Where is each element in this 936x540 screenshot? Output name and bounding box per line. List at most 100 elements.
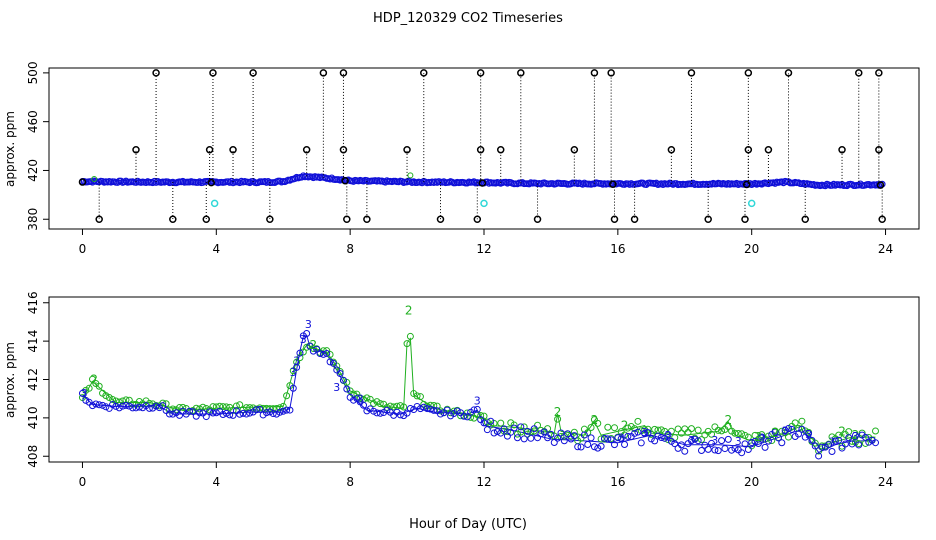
bottom-series-3-point bbox=[396, 411, 404, 419]
top-outlier-high bbox=[420, 69, 428, 77]
bottom-series-3-point bbox=[547, 430, 555, 438]
bottom-series-3-point bbox=[296, 349, 304, 357]
bottom-series-2-point bbox=[711, 423, 719, 431]
bottom-series-3-point bbox=[845, 434, 853, 442]
bottom-series-3-point bbox=[293, 363, 301, 371]
bottom-series-2-point bbox=[390, 403, 398, 411]
bottom-series-3-point bbox=[92, 400, 100, 408]
top-outlier-mid bbox=[403, 145, 411, 154]
top-x-tick-label: 8 bbox=[346, 242, 354, 256]
bottom-series-3-point bbox=[580, 431, 588, 439]
top-outlier-high bbox=[209, 69, 217, 77]
bottom-series-3-symbol: 3 bbox=[81, 387, 88, 400]
bottom-series-3-point bbox=[637, 439, 645, 447]
bottom-series-3-point bbox=[196, 409, 204, 417]
bottom-series-3-point bbox=[500, 425, 508, 433]
bottom-series-2-symbol: 2 bbox=[591, 413, 599, 427]
top-axis-ticks: 0 4 8 12 16 20 24 380 420 460 500 bbox=[26, 61, 893, 256]
bottom-series-3-point bbox=[460, 412, 468, 420]
bottom-series-2-point bbox=[229, 406, 237, 414]
bottom-series-2-point bbox=[450, 407, 458, 415]
top-outlier-high bbox=[517, 69, 525, 77]
top-outlier-low bbox=[266, 215, 274, 223]
bottom-series-3-point bbox=[383, 406, 391, 414]
bottom-series-2-point bbox=[835, 431, 843, 439]
bottom-series-3-point bbox=[283, 406, 291, 414]
bottom-series-3-point bbox=[621, 440, 629, 448]
bottom-series-3-symbol: 3 bbox=[829, 435, 836, 448]
bottom-series-2-point bbox=[554, 415, 562, 423]
bottom-series-2-point bbox=[162, 400, 170, 408]
bottom-series-3-point bbox=[530, 425, 538, 433]
bottom-series-3-point bbox=[176, 411, 183, 419]
bottom-series-2-point bbox=[413, 392, 421, 400]
bottom-series-3-point bbox=[560, 437, 568, 445]
bottom-series-2-point bbox=[510, 421, 518, 429]
top-outlier-low bbox=[630, 215, 639, 223]
bottom-series-3-point bbox=[687, 437, 695, 445]
bottom-series-2-point bbox=[473, 411, 481, 419]
bottom-series-3-point bbox=[570, 432, 578, 440]
bottom-series-3-point bbox=[206, 408, 214, 416]
bottom-series-2-point bbox=[336, 368, 344, 376]
bottom-series-3-point bbox=[276, 408, 284, 416]
bottom-series-2-point bbox=[165, 406, 173, 414]
bottom-series-3-point bbox=[657, 434, 665, 442]
bottom-x-tick-label: 24 bbox=[878, 475, 893, 489]
bottom-series-3-point bbox=[487, 417, 495, 425]
bottom-series-3-point bbox=[517, 423, 525, 431]
bottom-series-3-point bbox=[584, 440, 592, 448]
bottom-series-3-point bbox=[694, 437, 702, 445]
top-outlier-mid bbox=[875, 145, 883, 154]
top-outlier-high bbox=[319, 69, 328, 77]
bottom-series-3-point bbox=[674, 444, 682, 452]
top-x-tick-label: 12 bbox=[476, 242, 491, 256]
top-outlier-mid bbox=[132, 145, 140, 154]
bottom-series-2-point bbox=[293, 358, 301, 366]
bottom-series-3-point bbox=[761, 443, 769, 451]
bottom-series-2-point bbox=[179, 403, 187, 411]
bottom-series-3-point bbox=[437, 410, 444, 418]
bottom-series-3-symbol: 3 bbox=[665, 429, 672, 442]
top-x-tick-label: 20 bbox=[744, 242, 759, 256]
bottom-series-3-point bbox=[865, 438, 873, 446]
bottom-series-2-point bbox=[580, 425, 588, 433]
bottom-series-3-point bbox=[473, 405, 481, 413]
bottom-series-2-point bbox=[89, 375, 96, 383]
bottom-series-2-symbol: 2 bbox=[838, 424, 846, 438]
top-x-tick-label: 0 bbox=[79, 242, 87, 256]
bottom-series-2-point bbox=[400, 403, 408, 411]
bottom-series-3-point bbox=[350, 396, 357, 404]
bottom-series-3-point bbox=[771, 428, 779, 436]
top-green-point bbox=[91, 175, 98, 182]
bottom-series-2-point bbox=[611, 424, 618, 432]
bottom-series-3-point bbox=[587, 434, 595, 442]
top-data-marks bbox=[78, 69, 886, 223]
bottom-series-3-point bbox=[825, 441, 833, 449]
bottom-series-2-symbol: 2 bbox=[755, 430, 763, 444]
bottom-series-2-point bbox=[604, 423, 612, 431]
bottom-series-2-point bbox=[420, 400, 428, 408]
bottom-series-2-point bbox=[102, 392, 110, 400]
top-outlier-mid bbox=[744, 145, 753, 154]
bottom-series-3-point bbox=[263, 409, 270, 417]
bottom-series-3-point bbox=[698, 447, 705, 455]
bottom-series-3-point bbox=[125, 402, 133, 410]
bottom-series-3-point bbox=[764, 437, 772, 445]
bottom-series-3-point bbox=[78, 389, 86, 397]
bottom-series-3-point bbox=[246, 409, 254, 417]
bottom-series-2-point bbox=[246, 404, 254, 412]
bottom-series-3-point bbox=[818, 443, 826, 451]
bottom-series-3-point bbox=[872, 439, 879, 447]
bottom-series-2-point bbox=[764, 432, 772, 440]
bottom-series-2-point bbox=[283, 392, 291, 400]
bottom-series-3-point bbox=[360, 401, 368, 409]
bottom-series-3-point bbox=[453, 407, 461, 415]
bottom-series-3-point bbox=[748, 439, 756, 447]
bottom-series-3-point bbox=[808, 436, 816, 444]
top-outlier-low bbox=[202, 215, 211, 223]
bottom-series-3-point bbox=[641, 429, 649, 437]
top-base-black-point bbox=[207, 178, 216, 187]
bottom-y-tick-label: 412 bbox=[26, 368, 40, 391]
bottom-series-2-point bbox=[216, 402, 224, 410]
